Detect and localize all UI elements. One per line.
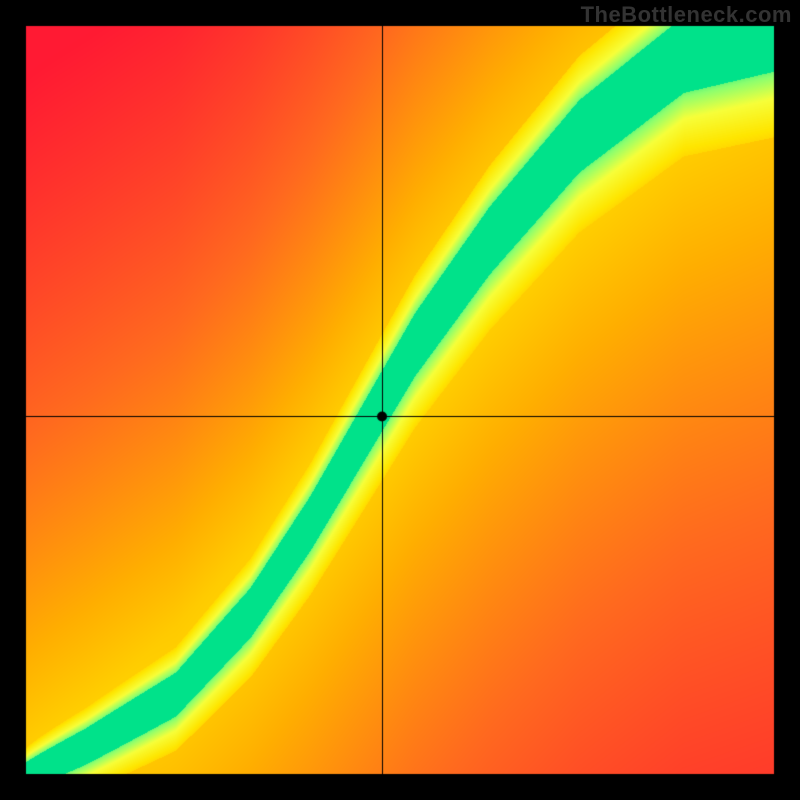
source-watermark: TheBottleneck.com xyxy=(581,2,792,28)
bottleneck-heatmap: TheBottleneck.com xyxy=(0,0,800,800)
heatmap-canvas xyxy=(0,0,800,800)
